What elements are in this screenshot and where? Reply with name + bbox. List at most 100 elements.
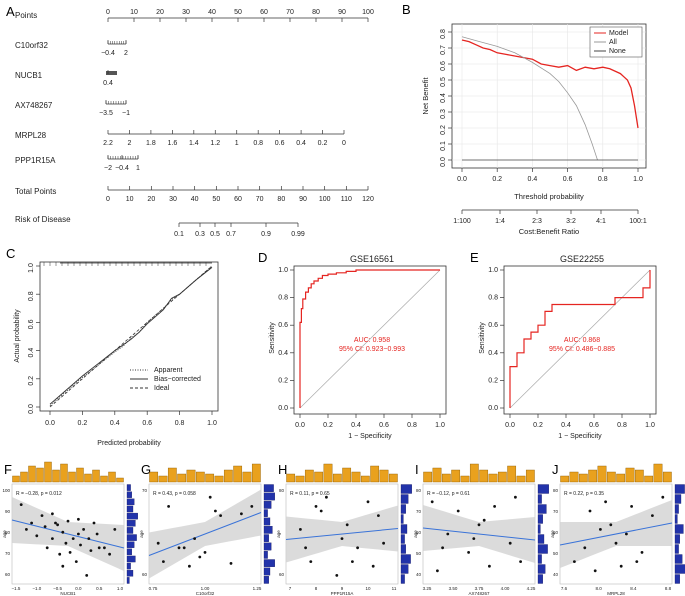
top-histogram-bar [606, 471, 616, 483]
data-point [619, 564, 623, 568]
data-point [51, 537, 54, 540]
data-point [477, 523, 481, 527]
x-tick-label: 7 [289, 586, 292, 591]
x-axis-title: 1 − Specificity [558, 433, 602, 440]
auc-text: AUC: 0.958 [354, 337, 390, 344]
roc-curve [509, 270, 651, 408]
y-axis-title: Sensitivity [269, 322, 276, 354]
top-histogram-bar [342, 467, 352, 483]
top-histogram-bar [36, 467, 44, 483]
data-point [87, 537, 91, 540]
legend-label: All [609, 39, 617, 46]
ci-text: 95% CI: 0.486−0.885 [549, 346, 615, 353]
secondary-x-tick-label: 100:1 [629, 218, 647, 225]
top-histogram-bar [233, 465, 243, 483]
side-histogram-bar [126, 484, 131, 491]
regression-line [148, 512, 262, 556]
side-histogram-bar [674, 484, 685, 494]
nomogram-tick-label: 1 [136, 165, 140, 172]
top-histogram-bar [60, 463, 68, 483]
panel-label-b: B [402, 2, 411, 17]
x-tick-label: 0.0 [75, 586, 82, 591]
side-histogram-bar [126, 555, 136, 563]
y-axis-title: Actual probability [14, 309, 21, 363]
top-histogram-bar [177, 473, 187, 483]
nomogram-row-label: MRPL28 [15, 131, 47, 140]
top-histogram-bar [360, 475, 370, 483]
data-point [89, 549, 93, 552]
x-tick-label: 8.8 [665, 586, 672, 591]
nomogram-tick-label: 50 [234, 9, 242, 16]
top-histogram-bar [597, 465, 607, 483]
data-point [56, 523, 59, 527]
y-axis-title: age [413, 530, 418, 538]
secondary-x-tick-label: 4:1 [596, 218, 606, 225]
top-histogram-bar [295, 475, 305, 483]
data-point [188, 564, 191, 568]
top-histogram-bar [20, 471, 28, 483]
y-tick-label: 0.2 [278, 377, 288, 384]
decision-curve-plot: 0.0 0.2 0.4 0.6 0.8 1.0 0.0 0.1 0.2 0.3 0.4 0.5 0.6 0… [421, 23, 647, 236]
side-histogram-bar [126, 527, 134, 534]
data-point [58, 552, 62, 556]
y-tick-label: 0.0 [440, 157, 447, 167]
top-histogram-bar [488, 473, 498, 483]
nomogram-tick-label: 110 [341, 196, 352, 203]
legend-label: Bias−corrected [154, 376, 201, 383]
top-histogram-bar [479, 469, 489, 483]
x-tick-label: 0.75 [149, 586, 158, 591]
top-histogram-bar [205, 473, 215, 483]
calibration-plot: 0.0 0.2 0.4 0.6 0.8 1.0 0.0 0.2 0.4 0.6 0.8 1.0 Pred… [14, 261, 219, 447]
y-tick-label: 40 [416, 572, 422, 577]
nomogram-tick-label: 1.6 [167, 140, 177, 147]
y-tick-label: 0.6 [440, 61, 447, 71]
x-tick-label: 0.6 [563, 176, 573, 183]
x-tick-label: 0.4 [351, 422, 361, 429]
side-histogram-bar [400, 494, 409, 504]
data-point [214, 509, 217, 513]
data-point [61, 530, 65, 534]
top-histogram-bar [432, 467, 442, 483]
nomogram-tick-label: 0.6 [275, 140, 285, 147]
stat-text: R = 0.11, p = 0.65 [290, 491, 330, 497]
top-histogram-bar [634, 469, 644, 483]
nomogram-row-label: Total Points [15, 187, 56, 196]
data-point [635, 560, 639, 563]
top-histogram-bar [507, 465, 517, 483]
roc-plot-gse22255: GSE22255 0.0 0.2 0.4 0.6 0.8 1.0 0.0 0.2 0.4 0.6 0.… [479, 254, 657, 440]
side-histogram-bar [263, 484, 274, 492]
nomogram-tick-label: 70 [286, 9, 294, 16]
y-axis-title: Net Benefit [421, 77, 430, 115]
side-histogram-bar [126, 562, 131, 570]
nomogram-tick-label: 90 [299, 196, 307, 203]
x-tick-label: 0.4 [528, 176, 538, 183]
nomogram-axis-line [106, 71, 117, 75]
x-tick-label: 0.8 [175, 420, 185, 427]
side-histogram-bar [400, 524, 408, 534]
top-histogram-bar [251, 463, 261, 483]
top-histogram-bar [214, 475, 224, 483]
x-axis-title: 1 − Specificity [348, 433, 392, 440]
x-tick-label: 0.2 [533, 422, 543, 429]
nomogram-row-label: C10orf32 [15, 41, 48, 50]
nomogram-tick-label: 80 [277, 196, 285, 203]
data-point [519, 560, 522, 563]
side-histogram-bar [674, 524, 684, 534]
side-histogram-bar [263, 517, 271, 526]
x-tick-label: 0.4 [561, 422, 571, 429]
top-histogram-bar [314, 471, 324, 483]
secondary-x-axis-title: Cost:Benefit Ratio [519, 227, 579, 236]
nomogram-tick-label: 50 [212, 196, 220, 203]
data-point [219, 514, 223, 517]
data-point [309, 560, 313, 563]
x-tick-label: 0.0 [295, 422, 305, 429]
data-point [382, 541, 385, 545]
x-tick-label: 0.2 [323, 422, 333, 429]
x-tick-label: 1.0 [633, 176, 643, 183]
data-point [351, 560, 354, 563]
nomogram-tick-label: 80 [312, 9, 320, 16]
y-tick-label: 0.8 [488, 295, 498, 302]
plot-title: GSE22255 [560, 254, 604, 264]
plot-frame [293, 265, 447, 415]
side-histogram-bar [263, 534, 269, 542]
